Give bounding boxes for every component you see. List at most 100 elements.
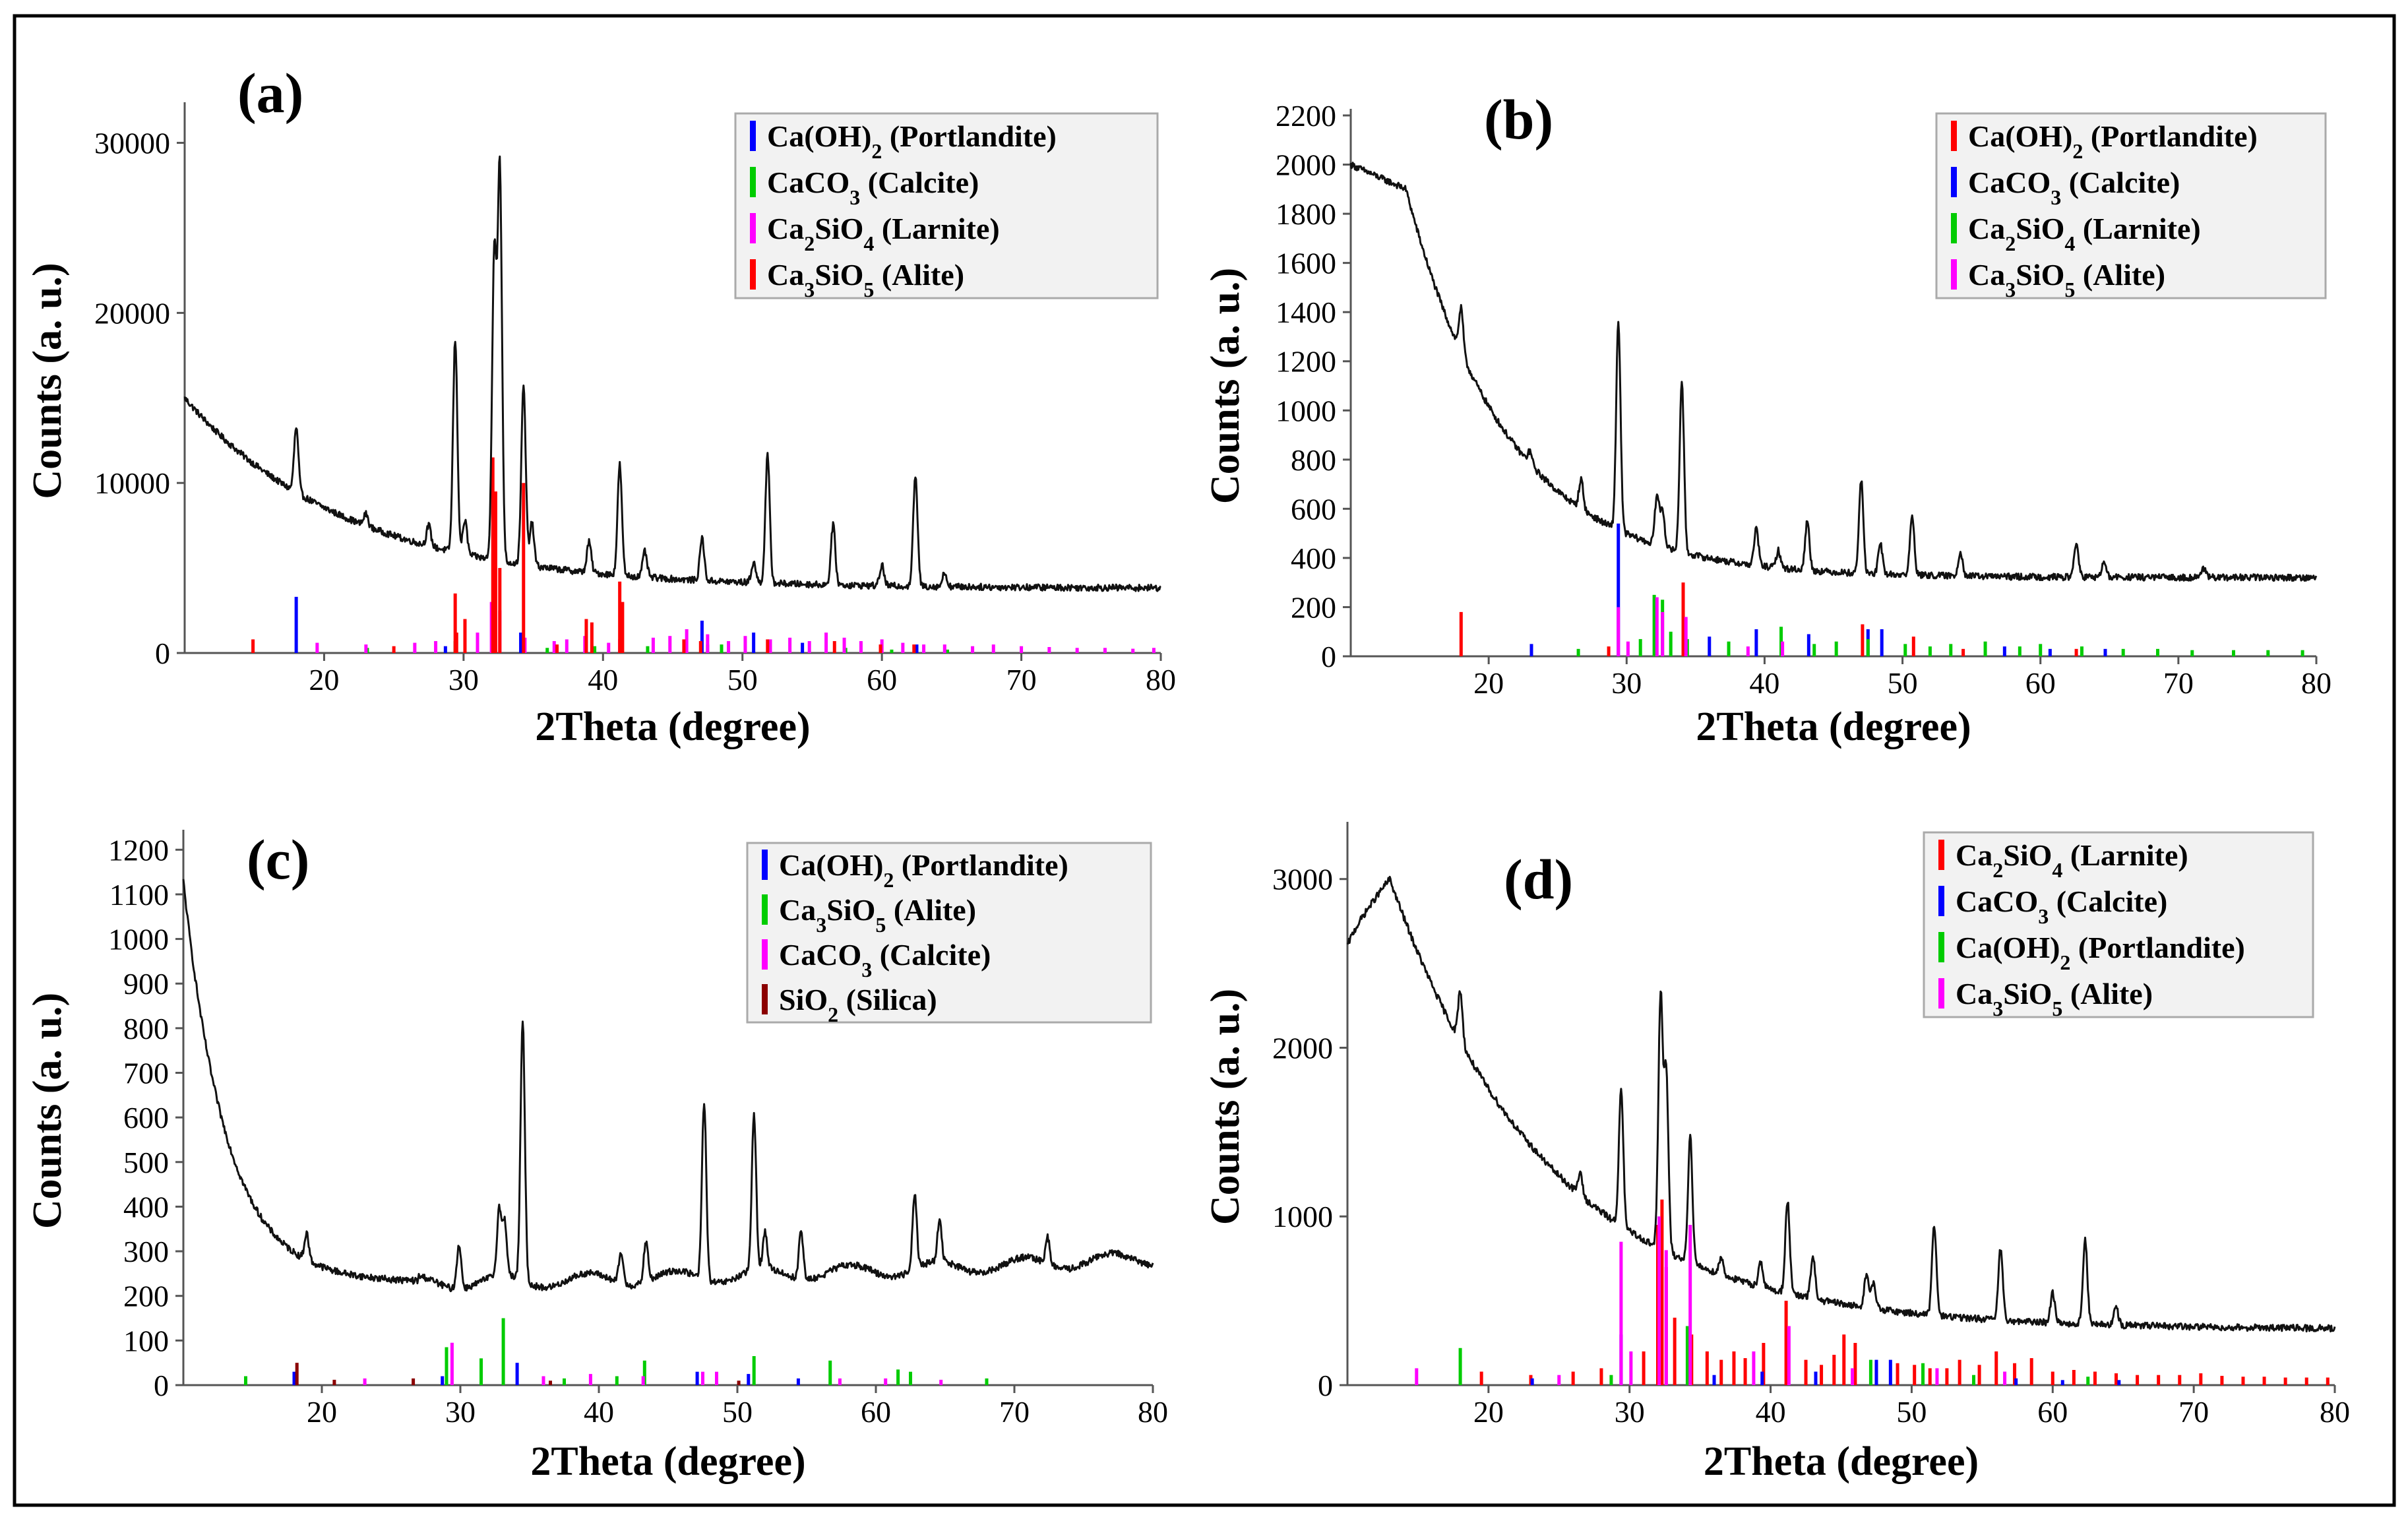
y-axis-title: Counts (a. u.) xyxy=(1203,268,1248,504)
y-tick-label: 1000 xyxy=(108,923,169,956)
x-tick-label: 50 xyxy=(1896,1395,1927,1429)
x-axis-title: 2Theta (degree) xyxy=(530,1439,805,1484)
x-tick-label: 70 xyxy=(2178,1395,2209,1429)
xrd-pattern-line xyxy=(183,155,1161,592)
x-axis-title: 2Theta (degree) xyxy=(1704,1439,1979,1484)
y-tick-label: 2200 xyxy=(1276,99,1336,133)
legend-swatch xyxy=(750,121,756,151)
x-tick-label: 40 xyxy=(584,1395,614,1429)
legend-entry: CaCO3 (Calcite) xyxy=(767,166,979,209)
x-tick-label: 70 xyxy=(999,1395,1030,1429)
legend-swatch xyxy=(750,167,756,197)
xrd-pattern-line xyxy=(182,879,1154,1293)
x-tick-label: 40 xyxy=(1756,1395,1786,1429)
legend-entry: Ca3SiO5 (Alite) xyxy=(767,258,964,301)
y-tick-label: 1400 xyxy=(1276,295,1336,329)
y-tick-label: 300 xyxy=(123,1235,169,1268)
y-tick-label: 2000 xyxy=(1272,1031,1333,1065)
legend-swatch xyxy=(750,259,756,290)
xrd-pattern-line xyxy=(1349,162,2318,582)
y-tick-label: 3000 xyxy=(1272,863,1333,896)
y-tick-label: 10000 xyxy=(94,466,170,500)
panel-label: (b) xyxy=(1484,88,1553,151)
y-tick-label: 500 xyxy=(123,1146,169,1179)
legend-swatch xyxy=(750,213,756,243)
panel-label: (d) xyxy=(1504,848,1573,911)
y-axis-title: Counts (a. u.) xyxy=(1203,989,1248,1225)
panel-a: 20 30 40 50 60 70 80 0 10000 20000 30000 2Theta (de… xyxy=(25,61,1176,749)
panel-c: 20 30 40 50 60 70 8001002003004005006007008009… xyxy=(25,828,1168,1484)
x-tick-label: 70 xyxy=(2163,666,2194,700)
legend-swatch xyxy=(762,984,768,1014)
figure-border xyxy=(13,14,2396,1507)
legend-entry: Ca3SiO5 (Alite) xyxy=(1968,258,2165,301)
panel-label: (a) xyxy=(237,61,303,125)
y-tick-label: 100 xyxy=(123,1324,169,1357)
legend-swatch xyxy=(762,850,768,880)
legend-swatch xyxy=(762,939,768,970)
x-axis-title: 2Theta (degree) xyxy=(1696,704,1971,749)
x-tick-label: 30 xyxy=(1615,1395,1645,1429)
y-tick-label: 1100 xyxy=(109,878,169,912)
legend xyxy=(1923,831,2314,1018)
x-tick-label: 80 xyxy=(2301,666,2331,700)
legend-swatch xyxy=(1951,121,1957,151)
y-tick-label: 0 xyxy=(154,1369,169,1402)
x-tick-label: 80 xyxy=(2320,1395,2350,1429)
panel-d: 20 30 40 50 60 70 80 0 1000 2000 3000 2Theta (degre… xyxy=(1203,822,2350,1484)
legend-swatch xyxy=(1938,886,1944,916)
legend-entry: Ca2SiO4 (Larnite) xyxy=(1956,838,2188,882)
y-tick-label: 800 xyxy=(1291,443,1336,477)
x-axis-title: 2Theta (degree) xyxy=(535,704,810,749)
y-tick-label: 20000 xyxy=(94,296,170,330)
y-tick-label: 400 xyxy=(123,1190,169,1224)
x-tick-label: 30 xyxy=(448,663,479,697)
x-tick-label: 50 xyxy=(727,663,758,697)
xrd-pattern-line xyxy=(1346,875,2336,1333)
y-tick-label: 1200 xyxy=(1276,345,1336,379)
y-tick-label: 30000 xyxy=(94,127,170,160)
legend-entry: Ca2SiO4 (Larnite) xyxy=(767,212,1000,255)
legend-entry: Ca(OH)2 (Portlandite) xyxy=(767,119,1057,163)
x-tick-label: 30 xyxy=(1611,666,1642,700)
x-tick-label: 50 xyxy=(1888,666,1918,700)
x-tick-label: 60 xyxy=(867,663,897,697)
x-tick-label: 50 xyxy=(722,1395,753,1429)
x-tick-label: 80 xyxy=(1146,663,1176,697)
y-axis-title: Counts (a. u.) xyxy=(25,993,70,1229)
legend-entry: Ca3SiO5 (Alite) xyxy=(779,893,976,937)
x-tick-label: 20 xyxy=(307,1395,337,1429)
legend-swatch xyxy=(1938,978,1944,1009)
legend-entry: Ca2SiO4 (Larnite) xyxy=(1968,212,2201,255)
y-tick-label: 600 xyxy=(123,1101,169,1134)
x-tick-label: 20 xyxy=(1473,1395,1504,1429)
y-tick-label: 0 xyxy=(155,636,170,670)
panel-b: 20 30 40 50 60 70 8002004006008001000120014001… xyxy=(1203,88,2331,749)
legend-swatch xyxy=(1938,932,1944,962)
legend-entry: Ca(OH)2 (Portlandite) xyxy=(1956,931,2245,974)
x-tick-label: 40 xyxy=(1749,666,1779,700)
legend xyxy=(746,842,1152,1024)
y-tick-label: 2000 xyxy=(1276,148,1336,182)
legend-swatch xyxy=(1951,213,1957,243)
x-tick-label: 60 xyxy=(2037,1395,2068,1429)
y-tick-label: 600 xyxy=(1291,492,1336,526)
panel-label: (c) xyxy=(247,828,309,891)
y-tick-label: 1800 xyxy=(1276,197,1336,231)
legend-swatch xyxy=(1951,259,1957,290)
y-tick-label: 200 xyxy=(1291,590,1336,624)
x-tick-label: 20 xyxy=(1473,666,1504,700)
legend-entry: CaCO3 (Calcite) xyxy=(779,938,991,981)
y-tick-label: 1000 xyxy=(1272,1200,1333,1233)
x-tick-label: 70 xyxy=(1006,663,1037,697)
y-tick-label: 700 xyxy=(123,1057,169,1090)
y-tick-label: 1000 xyxy=(1276,394,1336,427)
legend-entry: Ca(OH)2 (Portlandite) xyxy=(1968,119,2258,163)
x-tick-label: 60 xyxy=(2025,666,2056,700)
y-tick-label: 800 xyxy=(123,1012,169,1045)
x-tick-label: 80 xyxy=(1138,1395,1168,1429)
y-tick-label: 1600 xyxy=(1276,247,1336,280)
legend-swatch xyxy=(1951,167,1957,197)
y-tick-label: 0 xyxy=(1318,1369,1333,1402)
